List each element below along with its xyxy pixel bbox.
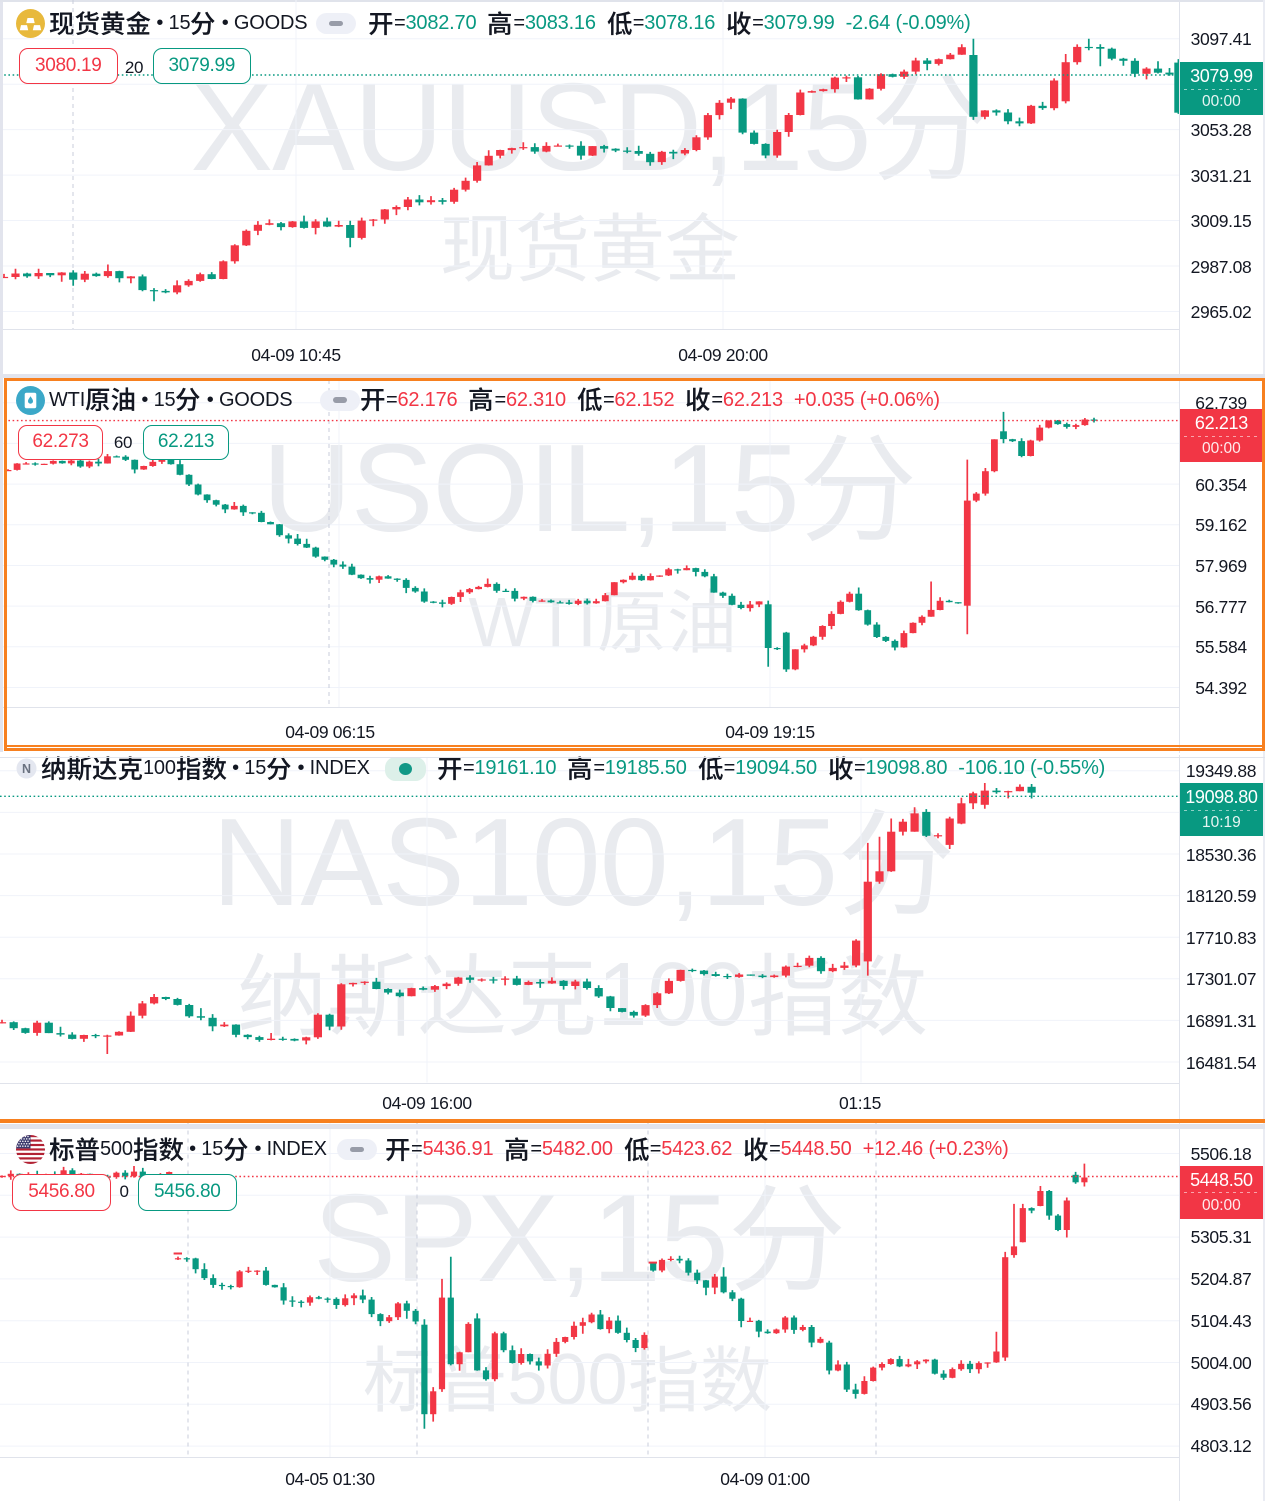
svg-text:N: N bbox=[22, 762, 31, 776]
